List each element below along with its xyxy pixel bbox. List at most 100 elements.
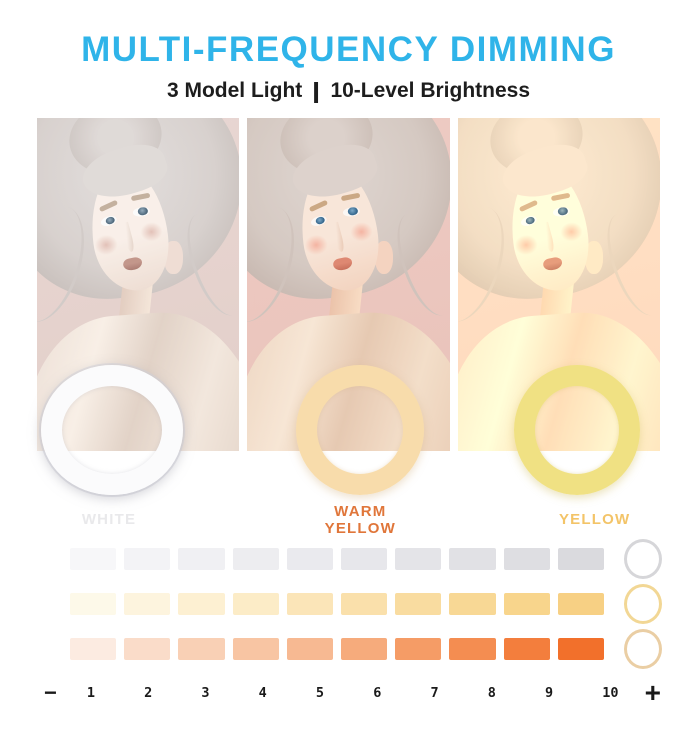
iris <box>314 214 326 226</box>
eye <box>519 213 539 227</box>
level-number-9: 9 <box>544 684 554 701</box>
ear <box>585 240 604 275</box>
plus-icon: + <box>644 676 661 708</box>
brightness-segment-level-7 <box>395 637 442 660</box>
level-number-5: 5 <box>315 684 325 701</box>
cheek-blush <box>514 233 540 256</box>
brightness-segment-level-1 <box>70 592 117 615</box>
cheek-blush <box>93 233 119 256</box>
light-mode-label-white: WHITE <box>39 501 179 539</box>
light-mode-panel-warm-yellow: WARM YELLOW <box>247 117 450 537</box>
brightness-segment-level-10 <box>557 547 605 570</box>
iris <box>557 206 569 216</box>
brightness-segment-level-5 <box>286 637 334 660</box>
brightness-segment-level-3 <box>178 547 225 570</box>
level-number-4: 4 <box>258 684 267 701</box>
label-line: WARM <box>334 502 387 520</box>
brightness-segment-level-2 <box>124 592 171 615</box>
light-mode-label-warm-yellow: WARM YELLOW <box>290 501 430 539</box>
eyebrow <box>340 192 361 202</box>
minus-icon: − <box>44 679 57 705</box>
light-mode-panel-white: WHITE <box>37 117 240 528</box>
eye <box>132 205 150 217</box>
nose <box>540 221 557 253</box>
ring-light-icon-white <box>624 538 662 579</box>
cheek-blush <box>304 233 329 256</box>
ring-light-overlay-yellow <box>513 364 640 495</box>
subtitle-right: 10-Level Brightness <box>330 78 531 102</box>
brightness-segment-level-9 <box>503 592 550 615</box>
level-number-6: 6 <box>373 684 382 701</box>
nose <box>120 221 136 253</box>
ring-light-icon-warm-yellow <box>624 583 662 624</box>
cheek-blush <box>559 220 585 243</box>
cheek-blush <box>349 220 374 243</box>
brightness-segment-level-10 <box>557 637 605 660</box>
brightness-segment-level-8 <box>449 637 496 660</box>
subtitle: 3 Model Light | 10-Level Brightness <box>0 78 697 104</box>
lips <box>542 255 564 272</box>
light-mode-panel-yellow: YELLOW <box>457 117 660 528</box>
brightness-segment-level-6 <box>341 547 388 570</box>
level-number-1: 1 <box>86 684 95 701</box>
brightness-segment-level-3 <box>178 592 225 615</box>
level-number-10: 10 <box>602 684 619 701</box>
eyebrow <box>130 192 151 202</box>
brightness-segment-level-3 <box>178 637 225 660</box>
header: MULTI-FREQUENCY DIMMING 3 Model Light | … <box>0 0 697 104</box>
brightness-segment-level-1 <box>70 547 117 570</box>
lips <box>332 255 354 272</box>
brightness-segment-level-5 <box>286 547 334 570</box>
ring-light-overlay-white <box>41 364 183 495</box>
level-number-7: 7 <box>430 684 439 701</box>
brightness-segment-level-5 <box>286 592 334 615</box>
brightness-segments-yellow <box>70 637 605 660</box>
light-mode-label-yellow: YELLOW <box>525 501 665 539</box>
level-number-8: 8 <box>487 684 496 701</box>
brightness-segments-white <box>70 547 605 570</box>
ear <box>164 240 183 275</box>
brightness-segment-level-10 <box>557 592 605 615</box>
brightness-scale: − 1 2 3 4 5 6 7 8 9 10 + <box>44 676 661 708</box>
brightness-segment-level-7 <box>395 592 442 615</box>
brightness-row-warm-yellow <box>70 583 662 624</box>
eyebrow <box>550 192 571 202</box>
brightness-segment-level-6 <box>341 592 388 615</box>
brightness-row-yellow <box>70 628 662 669</box>
brightness-segment-level-9 <box>503 637 550 660</box>
brightness-segments-warm-yellow <box>70 592 605 615</box>
photo-strip: WHITE <box>37 117 660 537</box>
label-line: YELLOW <box>324 519 397 537</box>
level-number-2: 2 <box>144 684 153 701</box>
nose <box>330 221 347 253</box>
iris <box>103 214 116 226</box>
subtitle-separator: | <box>312 77 321 103</box>
iris <box>524 214 536 226</box>
brightness-segment-level-9 <box>503 547 550 570</box>
brightness-segment-level-7 <box>395 547 442 570</box>
brightness-segment-level-8 <box>449 547 496 570</box>
eyebrow <box>519 199 540 213</box>
subtitle-left: 3 Model Light <box>166 78 303 102</box>
brightness-segment-level-4 <box>232 592 279 615</box>
brightness-segment-level-4 <box>232 637 279 660</box>
brightness-segment-level-2 <box>124 637 171 660</box>
iris <box>137 206 148 216</box>
brightness-gradient-rows <box>70 538 662 669</box>
cheek-blush <box>138 220 164 243</box>
brightness-segment-level-4 <box>232 547 279 570</box>
ear <box>374 240 393 275</box>
brightness-row-white <box>70 538 662 579</box>
brightness-segment-level-6 <box>341 637 388 660</box>
ring-light-icon-yellow <box>624 628 662 669</box>
lips <box>121 255 144 272</box>
level-number-3: 3 <box>201 684 210 701</box>
ring-light-overlay-warm-yellow <box>296 364 425 495</box>
page-title: MULTI-FREQUENCY DIMMING <box>81 30 616 69</box>
label-line: WHITE <box>81 511 137 529</box>
label-line: YELLOW <box>558 511 631 529</box>
brightness-segment-level-1 <box>70 637 117 660</box>
brightness-segment-level-8 <box>449 592 496 615</box>
eye <box>342 205 361 217</box>
